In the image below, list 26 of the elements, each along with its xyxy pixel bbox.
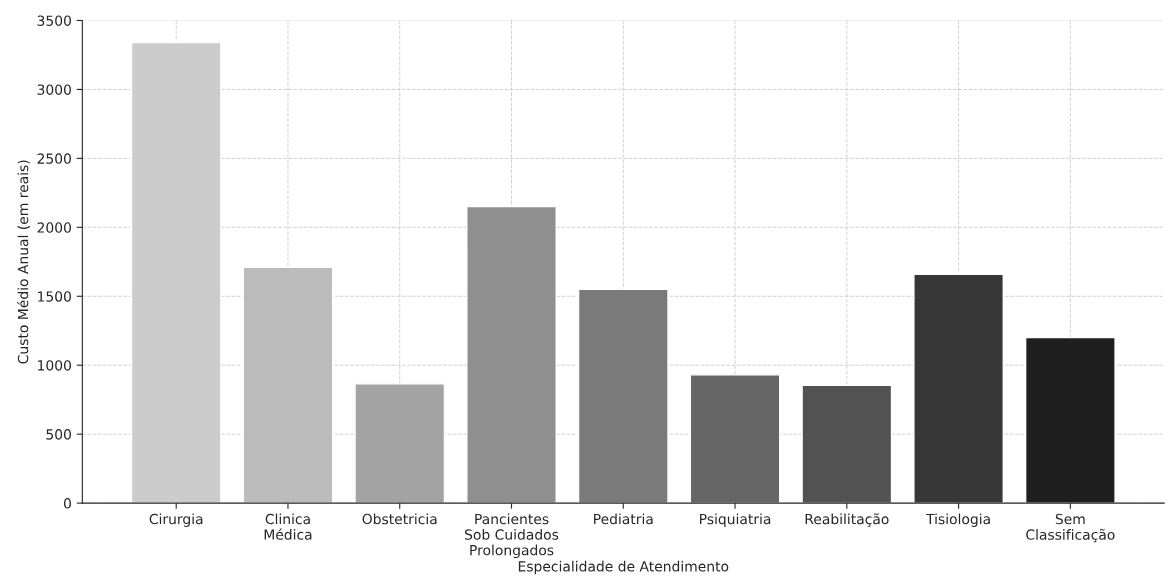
- x-tick-label: Obstetricia: [362, 513, 437, 525]
- bar: [689, 374, 781, 504]
- x-tick-label: Clinica Médica: [264, 513, 312, 540]
- x-tick-label: Pediatria: [594, 513, 653, 525]
- bar: [801, 384, 893, 504]
- x-tick-label: Sem Classificação: [1026, 513, 1115, 543]
- y-tick-label: 500: [46, 429, 71, 440]
- bar: [577, 288, 669, 504]
- x-axis-title: Especialidade de Atendimento: [518, 560, 729, 575]
- x-tick-label: Reabilitação: [805, 513, 889, 527]
- y-tick-label: 1000: [38, 360, 71, 371]
- y-axis-title: Custo Médio Anual (em reais): [17, 160, 30, 364]
- bar: [354, 383, 446, 504]
- x-tick-label: Pancientes Sob Cuidados Prolongados: [465, 513, 559, 559]
- y-tick-label: 3500: [37, 15, 71, 26]
- bar: [913, 273, 1004, 504]
- x-tick-label: Psiquiatria: [700, 513, 771, 527]
- x-tick-label: Tisiologia: [926, 513, 990, 527]
- x-tick-label: Cirurgia: [149, 513, 203, 527]
- y-tick-label: 2500: [37, 153, 71, 164]
- y-tick-label: 1500: [38, 291, 71, 302]
- y-tick-label: 3000: [37, 84, 71, 95]
- y-tick-label: 2000: [37, 222, 71, 233]
- bar: [242, 266, 334, 504]
- bar: [466, 205, 557, 504]
- y-tick-label: 0: [63, 498, 71, 509]
